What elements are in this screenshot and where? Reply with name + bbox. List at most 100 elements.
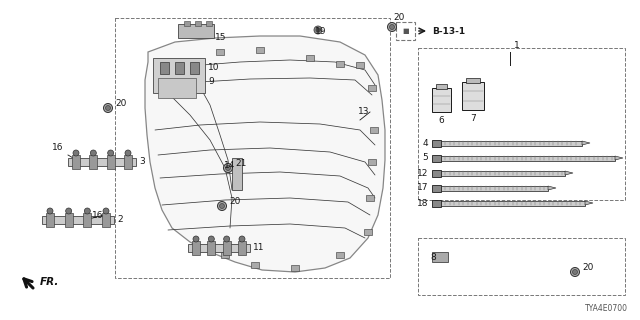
Circle shape — [209, 236, 214, 242]
Text: ■: ■ — [402, 28, 409, 34]
Bar — [115, 18, 390, 278]
Text: 9: 9 — [208, 77, 214, 86]
Bar — [190, 62, 199, 74]
Bar — [432, 140, 441, 147]
Bar — [207, 241, 215, 255]
Text: 16: 16 — [52, 143, 63, 153]
Bar — [216, 49, 224, 55]
Bar — [436, 84, 447, 89]
Text: 12: 12 — [417, 169, 428, 178]
Text: 8: 8 — [430, 253, 436, 262]
Bar — [65, 213, 73, 227]
Circle shape — [47, 208, 53, 214]
Text: 6: 6 — [438, 116, 444, 125]
Text: 20: 20 — [115, 99, 126, 108]
Text: 21: 21 — [235, 158, 246, 167]
Bar — [306, 55, 314, 61]
Bar — [432, 199, 441, 206]
Circle shape — [90, 150, 97, 156]
Bar — [158, 78, 196, 98]
Bar — [441, 140, 582, 146]
Bar — [221, 252, 229, 258]
Bar — [336, 61, 344, 67]
Bar — [462, 82, 484, 110]
Bar — [102, 213, 110, 227]
Bar — [441, 156, 615, 161]
Bar — [366, 195, 374, 201]
Bar — [72, 155, 80, 169]
Circle shape — [387, 22, 397, 31]
Bar — [432, 170, 441, 177]
Circle shape — [66, 208, 72, 214]
Polygon shape — [582, 141, 590, 145]
Bar — [441, 201, 585, 205]
Text: B-13-1: B-13-1 — [432, 27, 465, 36]
Bar — [206, 21, 212, 26]
Bar — [441, 171, 565, 175]
Text: FR.: FR. — [40, 277, 60, 287]
Bar — [418, 48, 625, 200]
Circle shape — [84, 208, 90, 214]
Circle shape — [390, 25, 394, 29]
Bar — [107, 155, 115, 169]
Bar — [432, 88, 451, 112]
Circle shape — [218, 202, 227, 211]
Bar — [184, 21, 190, 26]
Circle shape — [570, 268, 579, 276]
Bar — [251, 262, 259, 268]
Text: 4: 4 — [422, 139, 428, 148]
Bar — [396, 22, 415, 40]
Text: 20: 20 — [582, 262, 593, 271]
Bar — [418, 238, 625, 295]
Polygon shape — [585, 201, 593, 205]
Polygon shape — [548, 186, 556, 190]
Circle shape — [73, 150, 79, 156]
Circle shape — [225, 165, 230, 171]
Bar — [432, 252, 448, 262]
Bar — [370, 127, 378, 133]
Circle shape — [108, 150, 114, 156]
Bar — [256, 47, 264, 53]
Bar — [238, 241, 246, 255]
Bar — [42, 216, 114, 224]
Text: 10: 10 — [208, 63, 220, 73]
Text: 11: 11 — [253, 244, 264, 252]
Bar — [441, 186, 548, 190]
Bar — [68, 158, 136, 166]
Bar — [368, 85, 376, 91]
Text: TYA4E0700: TYA4E0700 — [585, 304, 628, 313]
Bar — [90, 155, 97, 169]
Circle shape — [239, 236, 245, 242]
Text: 17: 17 — [417, 183, 428, 193]
Text: 14: 14 — [223, 161, 235, 170]
Bar — [195, 21, 201, 26]
Text: 5: 5 — [422, 154, 428, 163]
Bar — [356, 62, 364, 68]
Circle shape — [220, 204, 225, 209]
Bar — [432, 155, 441, 162]
Circle shape — [223, 164, 232, 172]
Circle shape — [106, 106, 111, 110]
Bar — [336, 252, 344, 258]
Bar — [291, 265, 299, 271]
Text: 1: 1 — [514, 41, 520, 50]
Bar — [46, 213, 54, 227]
Bar — [175, 62, 184, 74]
Circle shape — [314, 26, 322, 34]
Bar — [153, 58, 205, 93]
Bar — [364, 229, 372, 235]
Bar — [178, 24, 214, 38]
Circle shape — [193, 236, 199, 242]
Text: 16: 16 — [92, 211, 104, 220]
Circle shape — [125, 150, 131, 156]
Bar — [160, 62, 169, 74]
Bar — [83, 213, 92, 227]
Bar — [432, 185, 441, 191]
Bar — [232, 158, 242, 190]
Polygon shape — [615, 156, 623, 160]
Text: 15: 15 — [215, 34, 227, 43]
Text: 18: 18 — [417, 198, 428, 207]
Bar — [467, 78, 479, 83]
Circle shape — [104, 103, 113, 113]
Text: 13: 13 — [358, 108, 369, 116]
